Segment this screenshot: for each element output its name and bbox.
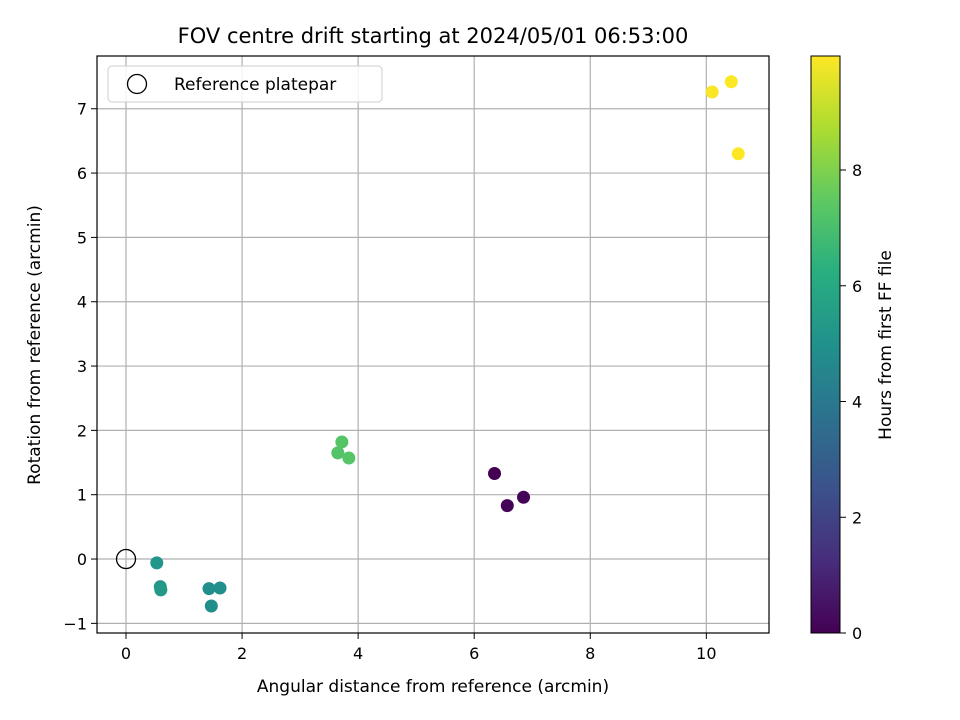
- grid: [97, 56, 769, 633]
- reference-platepar-marker: [115, 548, 137, 570]
- y-tick-label: 3: [77, 357, 87, 376]
- y-tick-label: 0: [77, 550, 87, 569]
- colorbar-tick-label: 4: [852, 393, 862, 412]
- data-point: [331, 446, 345, 460]
- y-tick-label: 2: [77, 421, 87, 440]
- data-point: [724, 75, 738, 89]
- y-tick-label: 6: [77, 164, 87, 183]
- colorbar: 0 2 4 6 8 Hours from first FF file: [810, 55, 896, 643]
- legend-marker-open-circle: [126, 73, 148, 95]
- data-point: [500, 499, 514, 513]
- data-point: [342, 451, 356, 465]
- x-tick-label: 10: [696, 644, 716, 663]
- data-points: [115, 75, 745, 613]
- colorbar-tick-label: 6: [852, 277, 862, 296]
- data-point: [204, 599, 218, 613]
- data-point: [202, 582, 216, 596]
- colorbar-ticks: 0 2 4 6 8: [840, 161, 862, 643]
- legend: Reference platepar: [107, 65, 383, 103]
- y-tick-label: 5: [77, 228, 87, 247]
- data-point: [705, 85, 719, 99]
- y-axis-label: Rotation from reference (arcmin): [25, 205, 45, 485]
- x-tick-label: 6: [469, 644, 479, 663]
- data-point: [335, 435, 349, 449]
- data-point: [213, 581, 227, 595]
- y-tick-label: −1: [63, 614, 87, 633]
- y-tick-label: 1: [77, 486, 87, 505]
- chart-title: FOV centre drift starting at 2024/05/01 …: [178, 24, 689, 48]
- data-point: [731, 147, 745, 161]
- y-tick-label: 7: [77, 100, 87, 119]
- axis-ticks: 0 2 4 6 8 10 −1 0 1 2 3 4 5 6 7: [63, 100, 716, 663]
- plot-frame: [96, 55, 770, 634]
- x-tick-label: 4: [353, 644, 363, 663]
- colorbar-label: Hours from first FF file: [876, 250, 896, 440]
- x-axis-label: Angular distance from reference (arcmin): [257, 677, 609, 697]
- x-tick-label: 2: [237, 644, 247, 663]
- data-point: [517, 490, 531, 504]
- colorbar-tick-label: 8: [852, 161, 862, 180]
- data-point: [150, 556, 164, 570]
- legend-label: Reference platepar: [174, 75, 336, 95]
- legend-box: [107, 65, 383, 103]
- data-point: [488, 466, 502, 480]
- x-tick-label: 8: [585, 644, 595, 663]
- colorbar-tick-label: 2: [852, 508, 862, 527]
- x-tick-label: 0: [121, 644, 131, 663]
- colorbar-tick-label: 0: [852, 624, 862, 643]
- colorbar-gradient: [810, 55, 841, 634]
- y-tick-label: 4: [77, 293, 87, 312]
- data-point: [154, 583, 168, 597]
